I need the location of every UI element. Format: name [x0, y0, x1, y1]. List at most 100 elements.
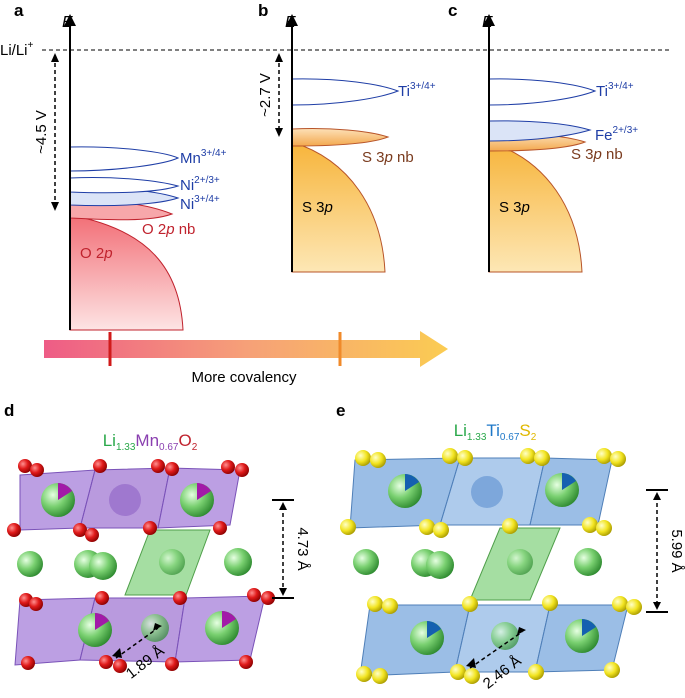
o-atom [95, 591, 109, 605]
o-atom [21, 656, 35, 670]
s3p-band-b [291, 141, 386, 273]
s-atom [596, 520, 612, 536]
ti-band-c [488, 78, 597, 106]
o-atom [113, 659, 127, 673]
panel-label-d: d [4, 401, 14, 420]
axis-e-a: E [62, 14, 73, 31]
interlayer-arrow-e-top [653, 492, 661, 500]
s-atom [462, 596, 478, 612]
interlayer-arrow-d-top [279, 502, 287, 510]
s-atom [433, 522, 449, 538]
li-atom [353, 549, 379, 575]
ti-site-wedge [405, 474, 419, 491]
li-atom [491, 622, 519, 650]
s3p-nb-band-b [291, 127, 390, 147]
li-reference-label: Li/Li+ [0, 40, 34, 59]
li-atom [17, 551, 43, 577]
mn-site-wedge [222, 611, 236, 628]
mn-site-wedge [197, 483, 211, 500]
s3p-nb-label-b: S 3p nb [362, 149, 414, 166]
bond-arrow-e-start [466, 658, 476, 668]
s-atom [340, 519, 356, 535]
s3p-band-c [488, 141, 583, 273]
voltage-arrow-a-top [51, 53, 59, 62]
interlayer-arrow-d-bottom [279, 588, 287, 596]
o-atom [151, 459, 165, 473]
ti-site-wedge [427, 621, 441, 638]
s-atom [382, 598, 398, 614]
s-atom [528, 664, 544, 680]
s-atom [534, 450, 550, 466]
mn-band [69, 146, 180, 172]
voltage-arrow-a-bottom [51, 202, 59, 211]
o-atom [93, 459, 107, 473]
o-atom [30, 463, 44, 477]
o-atom [29, 597, 43, 611]
o-atom [18, 459, 32, 473]
o-atom [165, 657, 179, 671]
o-atom [235, 463, 249, 477]
li-atom [426, 551, 454, 579]
bond-arrow-d-end [153, 623, 162, 631]
s-atom [612, 596, 628, 612]
o-atom [73, 523, 87, 537]
o-atom [173, 591, 187, 605]
s-atom [604, 662, 620, 678]
s-atom [502, 518, 518, 534]
s-atom [610, 451, 626, 467]
s-atom [419, 519, 435, 535]
s3p-nb-label-c: S 3p nb [571, 146, 623, 163]
ni23-label: Ni2+/3+ [180, 175, 220, 194]
mn-atom-hidden [109, 484, 141, 516]
o-atom [99, 655, 113, 669]
panel-label-e: e [336, 401, 345, 420]
panel-a-diagram: E ~4.5 V Mn3+/4+ Ni2+/3+ Ni3+/4+ O 2p nb… [33, 14, 227, 331]
bond-arrow-e-end [517, 627, 526, 635]
o2p-label: O 2p [80, 245, 113, 262]
voltage-arrow-b-bottom [275, 128, 283, 137]
panel-label-b: b [258, 1, 268, 20]
voltage-arrow-b-top [275, 53, 283, 62]
s-atom [626, 599, 642, 615]
interlayer-label-e: 5.99 Å [668, 529, 685, 572]
interlayer-label-d: 4.73 Å [294, 527, 311, 570]
o-atom [261, 591, 275, 605]
mn-label: Mn3+/4+ [180, 148, 227, 167]
crystal-structure-d: 4.73 Å 1.89 Å [7, 459, 311, 683]
formula-e: Li1.33Ti0.67S2 [454, 421, 537, 443]
o-atom [143, 521, 157, 535]
li-atom [89, 552, 117, 580]
s-atom [596, 448, 612, 464]
panel-label-a: a [14, 1, 24, 20]
ti-atom-hidden [471, 476, 503, 508]
ti-label-c: Ti3+/4+ [596, 81, 634, 100]
o-atom [7, 523, 21, 537]
s-atom [457, 450, 473, 466]
o2p-nb-label: O 2p nb [142, 221, 195, 238]
ti-band-b [291, 78, 400, 106]
panel-c-diagram: E Ti3+/4+ Fe2+/3+ S 3p nb S 3p [482, 14, 638, 273]
s-atom [367, 596, 383, 612]
s-atom [370, 452, 386, 468]
li-atom [159, 549, 185, 575]
bond-arrow-d-start [112, 648, 122, 658]
s-atom [442, 448, 458, 464]
mn-site-wedge [95, 613, 109, 630]
li-atom [224, 548, 252, 576]
o-atom [85, 528, 99, 542]
formula-d: Li1.33Mn0.67O2 [103, 431, 198, 453]
voltage-label-b: ~2.7 V [257, 73, 274, 117]
o-atom [221, 460, 235, 474]
o2p-band [69, 214, 184, 331]
ti-site-wedge [562, 473, 576, 490]
ni34-label: Ni3+/4+ [180, 194, 220, 213]
li-atom [507, 549, 533, 575]
axis-e-b: E [285, 14, 296, 31]
crystal-structure-e: 5.99 Å 2.46 Å [340, 448, 685, 693]
s-atom [356, 666, 372, 682]
voltage-label-a: ~4.5 V [33, 110, 50, 154]
s-atom [450, 664, 466, 680]
ni23-band [69, 177, 180, 194]
fe-label: Fe2+/3+ [595, 125, 638, 144]
